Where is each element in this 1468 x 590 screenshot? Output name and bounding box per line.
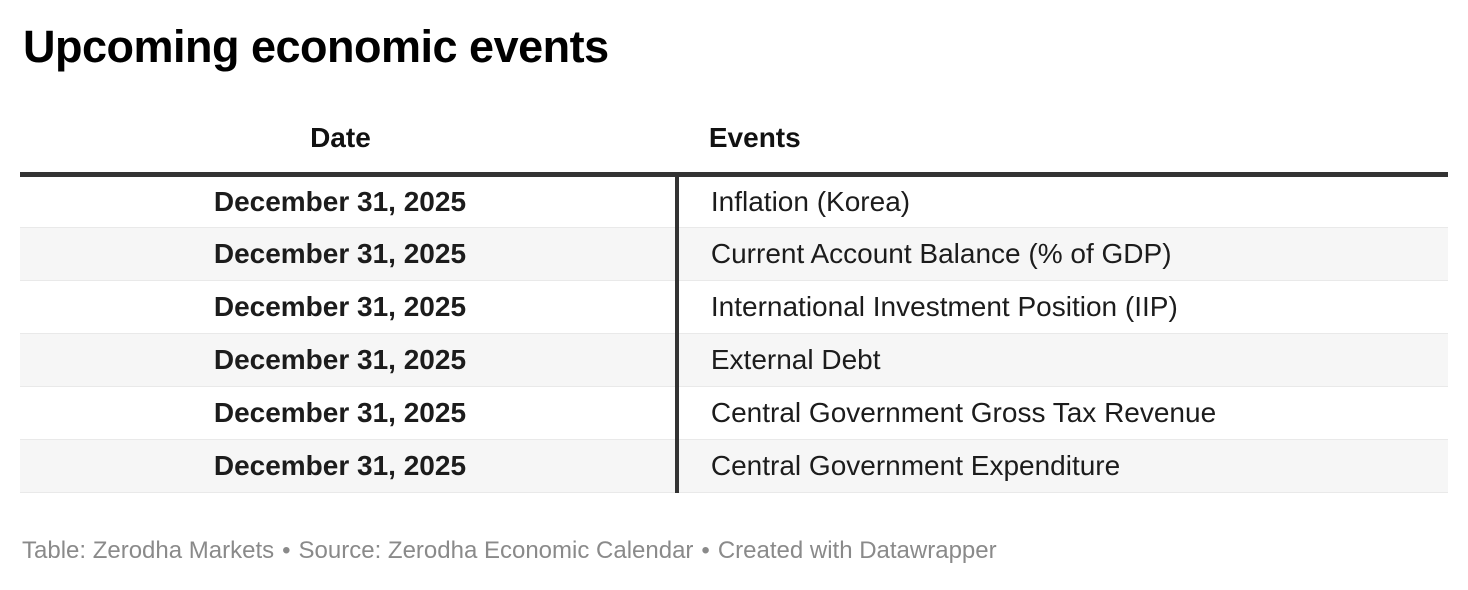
table-row: December 31, 2025 Current Account Balanc… [20, 227, 1448, 281]
page-title: Upcoming economic events [23, 21, 609, 72]
footer-separator: • [282, 537, 291, 564]
date-cell: December 31, 2025 [20, 333, 679, 387]
table-row: December 31, 2025 Central Government Exp… [20, 439, 1448, 493]
event-cell: Inflation (Korea) [676, 174, 1448, 228]
footer-source-credit: Source: Zerodha Economic Calendar [298, 537, 694, 564]
footer-separator: • [701, 537, 710, 564]
date-cell: December 31, 2025 [20, 386, 679, 440]
attribution-footer: Table: Zerodha Markets • Source: Zerodha E… [22, 537, 1468, 566]
date-cell: December 31, 2025 [20, 227, 679, 281]
date-cell: December 31, 2025 [20, 174, 679, 228]
footer-table-credit: Table: Zerodha Markets [22, 537, 275, 564]
column-header-events: Events [676, 122, 1448, 177]
event-cell: Central Government Expenditure [676, 439, 1448, 493]
table-row: December 31, 2025 Central Government Gro… [20, 386, 1448, 440]
table-row: December 31, 2025 Inflation (Korea) [20, 174, 1448, 228]
date-cell: December 31, 2025 [20, 439, 679, 493]
event-cell: Current Account Balance (% of GDP) [676, 227, 1448, 281]
table-row: December 31, 2025 External Debt [20, 333, 1448, 387]
date-cell: December 31, 2025 [20, 280, 679, 334]
event-cell: Central Government Gross Tax Revenue [676, 386, 1448, 440]
column-header-date: Date [20, 122, 677, 177]
event-cell: External Debt [676, 333, 1448, 387]
footer-created-with: Created with Datawrapper [717, 537, 997, 564]
events-table: Date Events December 31, 2025 Inflation … [20, 122, 1448, 493]
table-header-row: Date Events [20, 122, 1448, 177]
event-cell: International Investment Position (IIP) [676, 280, 1448, 334]
table-row: December 31, 2025 International Investme… [20, 280, 1448, 334]
